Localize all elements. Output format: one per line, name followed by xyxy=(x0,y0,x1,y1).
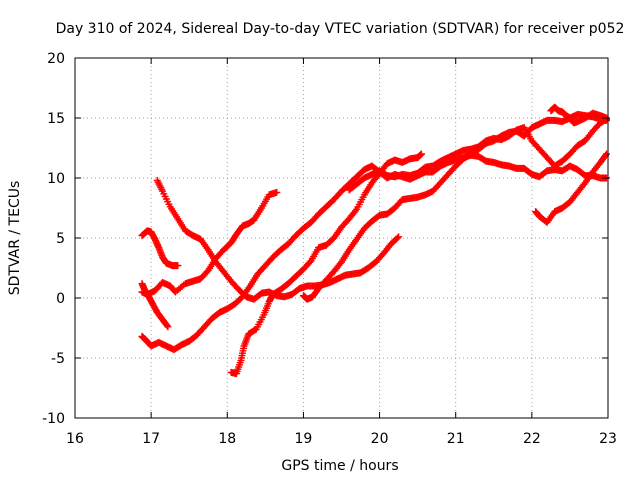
data-marks xyxy=(138,103,610,378)
x-tick-label: 22 xyxy=(523,431,541,447)
x-tick-label: 17 xyxy=(142,431,160,447)
y-tick-label: -10 xyxy=(42,411,65,427)
series-1 xyxy=(138,227,182,270)
x-tick-label: 16 xyxy=(66,431,84,447)
data-point xyxy=(602,150,610,158)
data-point xyxy=(306,258,314,266)
chart-title: Day 310 of 2024, Sidereal Day-to-day VTE… xyxy=(56,21,625,37)
y-tick-label: 0 xyxy=(56,291,65,307)
x-tick-label: 20 xyxy=(371,431,389,447)
series-10 xyxy=(532,150,610,226)
data-point xyxy=(273,188,281,196)
series-4 xyxy=(138,188,281,298)
data-point xyxy=(395,233,403,241)
y-tick-label: 5 xyxy=(56,231,65,247)
data-point xyxy=(174,262,182,270)
x-tick-label: 18 xyxy=(218,431,236,447)
series-6 xyxy=(227,150,425,378)
data-point xyxy=(393,234,401,242)
y-tick-label: 20 xyxy=(47,51,65,67)
data-point xyxy=(164,323,172,331)
data-point xyxy=(336,260,344,268)
grid xyxy=(75,58,608,418)
series-8 xyxy=(345,115,610,194)
data-point xyxy=(351,207,359,215)
x-tick-label: 21 xyxy=(447,431,465,447)
series-2 xyxy=(153,176,403,303)
data-point xyxy=(417,150,425,158)
y-axis-label: SDTVAR / TECUs xyxy=(7,181,23,296)
x-tick-label: 19 xyxy=(295,431,313,447)
x-tick-label: 23 xyxy=(599,431,617,447)
data-point xyxy=(163,322,171,330)
x-axis-label: GPS time / hours xyxy=(281,458,398,474)
series-9 xyxy=(547,103,610,127)
y-tick-label: 15 xyxy=(47,111,65,127)
y-tick-label: 10 xyxy=(47,171,65,187)
axis-ticks: 16 17 18 19 20 21 22 23 -10 -5 0 5 10 15 20 xyxy=(42,51,617,447)
y-tick-label: -5 xyxy=(51,351,65,367)
